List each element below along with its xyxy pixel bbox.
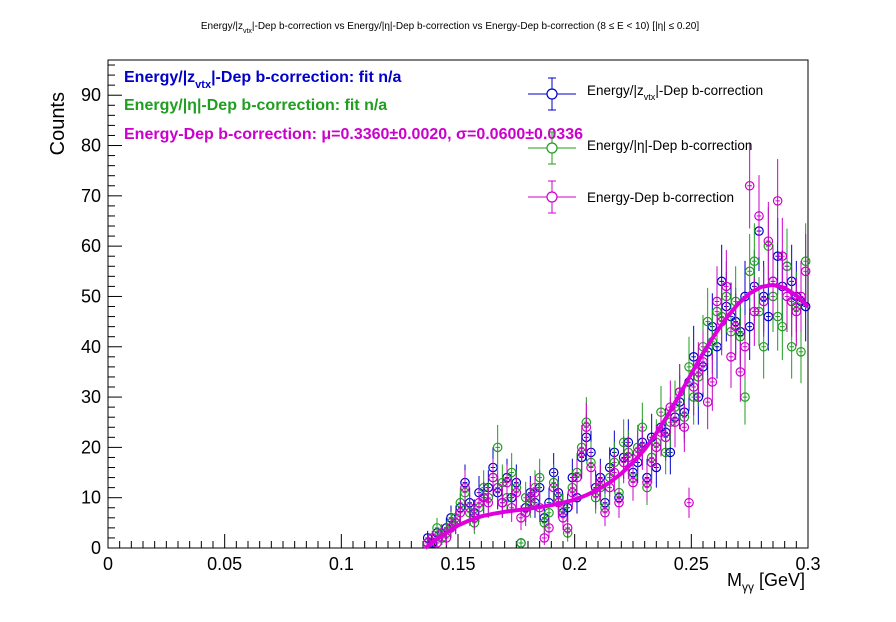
data-point: [758, 266, 769, 337]
data-point: [744, 143, 755, 229]
y-axis: 0 10 20 30 40 50 60 70 80 90: [81, 64, 122, 558]
legend-entry-energy: Energy-Dep b-correction: [528, 180, 734, 214]
fit-curve: [424, 282, 810, 550]
data-point: [740, 314, 750, 379]
x-tick-label: 0.3: [795, 554, 820, 574]
x-axis: 0 0.05 0.1 0.15 0.2 0.25 0.3: [103, 534, 821, 574]
legend-marker-zvtx: [546, 88, 558, 100]
data-point: [721, 250, 732, 323]
x-tick-label: 0.2: [562, 554, 587, 574]
legend: Energy/|zvtx|-Dep b-correction Energy/|η…: [528, 77, 763, 214]
data-point: [763, 201, 774, 281]
legend-entry-zvtx: Energy/|zvtx|-Dep b-correction: [528, 77, 763, 111]
data-point: [754, 175, 764, 257]
data-point: [502, 464, 512, 501]
annotation-eta-fit: Energy/|η|-Dep b-correction: fit n/a: [124, 97, 387, 114]
x-tick-label: 0.1: [329, 554, 354, 574]
y-tick-label: 20: [81, 437, 101, 457]
annotation-zvtx-fit: Energy/|zvtx|-Dep b-correction: fit n/a: [124, 69, 401, 91]
data-point: [492, 424, 503, 470]
legend-marker-eta: [546, 142, 558, 154]
y-axis-label: Counts: [47, 92, 69, 155]
data-point: [642, 464, 652, 501]
data-point: [544, 517, 554, 538]
legend-label-eta: Energy/|η|-Dep b-correction: [587, 138, 752, 153]
data-point: [460, 470, 470, 506]
annotation-energy-fit: Energy-Dep b-correction: μ=0.3360±0.0020…: [124, 126, 583, 143]
data-point: [516, 537, 526, 548]
data-point: [586, 447, 596, 488]
legend-entry-eta: Energy/|η|-Dep b-correction: [528, 131, 752, 165]
data-point: [628, 464, 638, 501]
data-point: [614, 487, 624, 518]
legend-label-energy: Energy-Dep b-correction: [587, 190, 734, 205]
data-point: [511, 475, 522, 510]
legend-marker-energy: [546, 191, 558, 203]
y-tick-label: 70: [81, 186, 101, 206]
data-point: [684, 487, 694, 518]
y-tick-label: 90: [81, 85, 101, 105]
y-tick-label: 10: [81, 488, 101, 508]
data-point: [772, 159, 783, 243]
data-point: [679, 402, 690, 452]
data-point: [572, 458, 582, 497]
data-point: [562, 517, 573, 538]
x-tick-label: 0.05: [207, 554, 242, 574]
data-point: [455, 499, 466, 527]
x-tick-label: 0: [103, 554, 113, 574]
x-axis-label: Mγγ [GeV]: [727, 570, 805, 594]
y-tick-label: 0: [91, 538, 101, 558]
data-point: [576, 430, 587, 475]
x-tick-label: 0.25: [674, 554, 709, 574]
data-point: [707, 353, 718, 411]
y-tick-label: 30: [81, 387, 101, 407]
y-tick-label: 40: [81, 337, 101, 357]
y-tick-label: 50: [81, 286, 101, 306]
y-tick-label: 60: [81, 236, 101, 256]
data-point: [530, 475, 540, 510]
data-point: [800, 233, 811, 309]
data-point: [581, 402, 592, 452]
y-tick-label: 80: [81, 136, 101, 156]
data-point: [623, 436, 634, 479]
data-point: [777, 217, 788, 295]
chart-title: Energy/|zvtx|-Dep b-correction vs Energy…: [201, 21, 699, 35]
legend-label-zvtx: Energy/|zvtx|-Dep b-correction: [587, 83, 763, 102]
x-tick-label: 0.15: [440, 554, 475, 574]
data-point: [600, 499, 610, 527]
